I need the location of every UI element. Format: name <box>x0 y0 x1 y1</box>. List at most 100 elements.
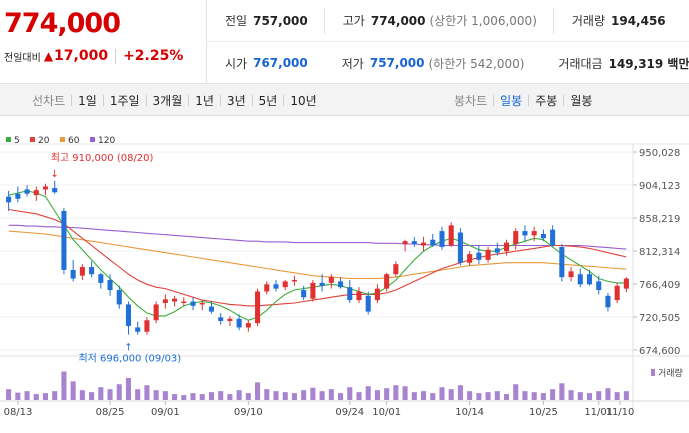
volume-label: 거래량 <box>572 12 605 29</box>
period-5y[interactable]: 5년 <box>253 92 284 109</box>
candle-body <box>578 274 583 284</box>
x-tick-label: 09/10 <box>234 407 263 418</box>
candle-body <box>596 281 601 290</box>
volume-bar <box>412 392 417 400</box>
candle-body <box>52 188 57 192</box>
x-tick-label: 11/10 <box>606 407 635 418</box>
volume-legend-swatch <box>651 369 655 376</box>
volume-bar <box>98 387 103 400</box>
candle-body <box>218 317 223 321</box>
period-10y[interactable]: 10년 <box>284 92 322 109</box>
candle-daily[interactable]: 일봉 <box>494 92 528 109</box>
volume-bar <box>467 391 472 400</box>
volume-bar <box>366 386 371 400</box>
y-tick-label: 720,505 <box>639 313 680 324</box>
volume-bar <box>283 392 288 400</box>
candle-body <box>476 253 481 260</box>
volume-bar <box>255 382 260 400</box>
volume-bar <box>578 392 583 400</box>
volume-bar <box>430 393 435 400</box>
period-1w[interactable]: 1주일 <box>104 92 146 109</box>
x-tick-label: 10/14 <box>455 407 484 418</box>
candle-body <box>486 250 491 260</box>
high-cell: 고가 774,000 (상한가 1,006,000) <box>325 0 537 41</box>
candle-body <box>283 281 288 287</box>
candle-body <box>449 225 454 245</box>
period-1d[interactable]: 1일 <box>72 92 103 109</box>
volume-cell: 거래량 194,456 <box>554 0 666 41</box>
candle-body <box>458 233 463 263</box>
volume-bar <box>384 388 389 400</box>
change-divider <box>115 49 116 64</box>
volume-bar <box>218 391 223 400</box>
volume-bar <box>292 393 297 400</box>
volume-bar <box>80 390 85 400</box>
period-3m[interactable]: 3개월 <box>147 92 189 109</box>
x-tick-label: 10/01 <box>372 407 401 418</box>
volume-bar <box>200 394 205 400</box>
candle-body <box>393 264 398 274</box>
volume-bar <box>237 390 242 400</box>
current-price: 774,000 <box>4 8 120 39</box>
volume-bar <box>154 390 159 400</box>
volume-bar <box>403 386 408 400</box>
volume-bar <box>25 391 30 400</box>
low-annotation: 최저 696,000 (09/03) <box>78 353 181 365</box>
candle-body <box>347 287 352 300</box>
volume-bar <box>264 389 269 400</box>
volume-bar <box>513 384 518 400</box>
candle-body <box>200 303 205 304</box>
candle-body <box>246 323 251 327</box>
volume-bar <box>43 393 48 400</box>
candle-body <box>190 302 195 306</box>
line-chart-label[interactable]: 선차트 <box>26 92 71 109</box>
candle-body <box>605 296 610 308</box>
x-tick-label: 10/25 <box>529 407 558 418</box>
low-cell: 저가 757,000 (하한가 542,000) <box>324 42 525 84</box>
legend-swatch-ma5 <box>6 137 11 142</box>
change-amount: 17,000 <box>54 48 108 64</box>
price-box: 774,000 전일대비 ▲ 17,000 +2.25% <box>0 0 207 84</box>
open-label: 시가 <box>225 55 247 72</box>
candle-body <box>144 320 149 332</box>
up-triangle-icon: ▲ <box>44 49 53 63</box>
candle-body <box>255 291 260 323</box>
candle-body <box>108 280 113 290</box>
candle-body <box>25 189 30 193</box>
volume-bar <box>587 393 592 400</box>
candle-body <box>615 286 620 300</box>
volume-bar <box>393 385 398 400</box>
volume-bar <box>190 393 195 400</box>
candle-body <box>338 281 343 287</box>
volume-bar <box>209 392 214 400</box>
y-tick-label: 858,219 <box>639 214 680 225</box>
volume-bar <box>476 393 481 400</box>
volume-bar <box>117 384 122 400</box>
candle-weekly[interactable]: 주봉 <box>529 92 563 109</box>
volume-bar <box>458 385 463 400</box>
volume-bar <box>495 391 500 400</box>
lower-limit: (하한가 542,000) <box>429 55 525 72</box>
candle-body <box>273 284 278 288</box>
candle-body <box>71 270 76 279</box>
candle-body <box>624 279 629 289</box>
candle-body <box>6 197 11 203</box>
candle-monthly[interactable]: 월봉 <box>564 92 598 109</box>
x-tick-label: 09/01 <box>151 407 180 418</box>
x-tick-label: 08/25 <box>96 407 125 418</box>
y-tick-label: 904,123 <box>639 181 680 192</box>
volume-bar <box>89 392 94 400</box>
candle-body <box>80 267 85 276</box>
ma5-line <box>9 191 627 320</box>
candle-body <box>375 289 380 301</box>
candle-body <box>504 243 509 252</box>
candle-chart-label[interactable]: 봉차트 <box>448 92 493 109</box>
candle-body <box>126 304 131 326</box>
volume-bar <box>329 389 334 400</box>
period-3y[interactable]: 3년 <box>221 92 252 109</box>
volume-bar <box>126 378 131 400</box>
legend-swatch-ma20 <box>30 137 35 142</box>
price-chart[interactable]: 5 20 60 120 950,028 904,123 858,219 812,314 766,… <box>0 116 689 433</box>
period-1y[interactable]: 1년 <box>189 92 220 109</box>
volume-bar <box>71 381 76 400</box>
